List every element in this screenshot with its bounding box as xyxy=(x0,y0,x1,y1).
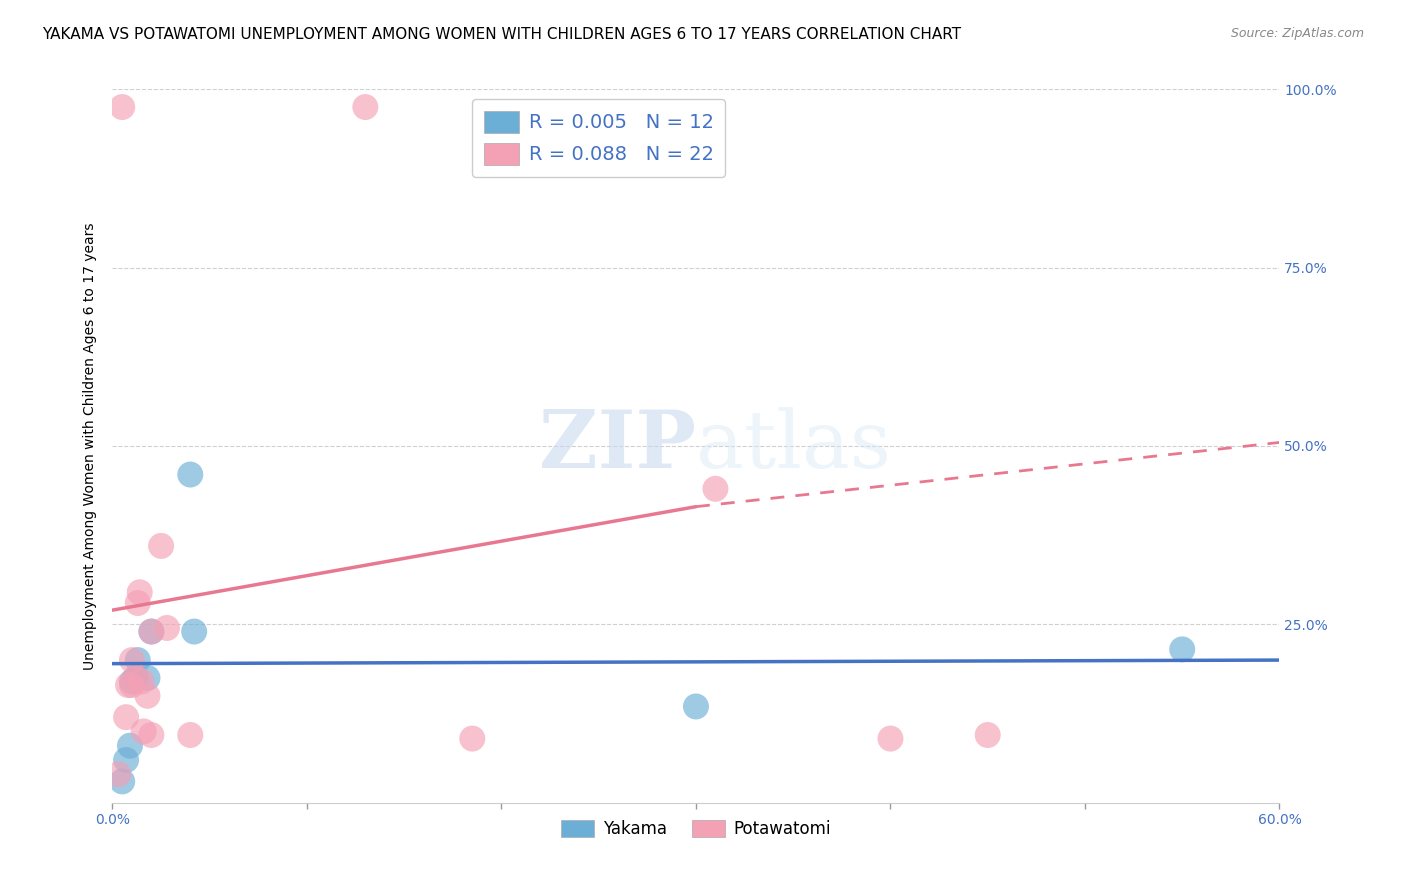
Point xyxy=(1171,642,1194,657)
Point xyxy=(115,753,138,767)
Point xyxy=(354,100,377,114)
Point xyxy=(111,100,134,114)
Point xyxy=(136,671,159,685)
Point xyxy=(121,653,143,667)
Point xyxy=(685,699,707,714)
Point xyxy=(128,585,150,599)
Text: YAKAMA VS POTAWATOMI UNEMPLOYMENT AMONG WOMEN WITH CHILDREN AGES 6 TO 17 YEARS C: YAKAMA VS POTAWATOMI UNEMPLOYMENT AMONG … xyxy=(42,27,962,42)
Point xyxy=(976,728,998,742)
Point xyxy=(118,739,141,753)
Point xyxy=(132,724,155,739)
Point xyxy=(127,596,149,610)
Text: atlas: atlas xyxy=(696,407,891,485)
Point xyxy=(156,621,179,635)
Point xyxy=(125,671,148,685)
Point xyxy=(879,731,901,746)
Point xyxy=(141,624,163,639)
Point xyxy=(136,689,159,703)
Point xyxy=(127,653,149,667)
Point xyxy=(183,624,205,639)
Point xyxy=(141,728,163,742)
Point xyxy=(121,678,143,692)
Point xyxy=(125,671,148,685)
Point xyxy=(115,710,138,724)
Y-axis label: Unemployment Among Women with Children Ages 6 to 17 years: Unemployment Among Women with Children A… xyxy=(83,222,97,670)
Point xyxy=(461,731,484,746)
Point xyxy=(704,482,727,496)
Point xyxy=(107,767,129,781)
Point xyxy=(141,624,163,639)
Legend: Yakama, Potawatomi: Yakama, Potawatomi xyxy=(554,813,838,845)
Point xyxy=(111,774,134,789)
Text: ZIP: ZIP xyxy=(538,407,696,485)
Text: Source: ZipAtlas.com: Source: ZipAtlas.com xyxy=(1230,27,1364,40)
Point xyxy=(131,674,153,689)
Point xyxy=(117,678,139,692)
Point xyxy=(179,728,201,742)
Point xyxy=(150,539,173,553)
Point xyxy=(121,674,143,689)
Point xyxy=(179,467,201,482)
